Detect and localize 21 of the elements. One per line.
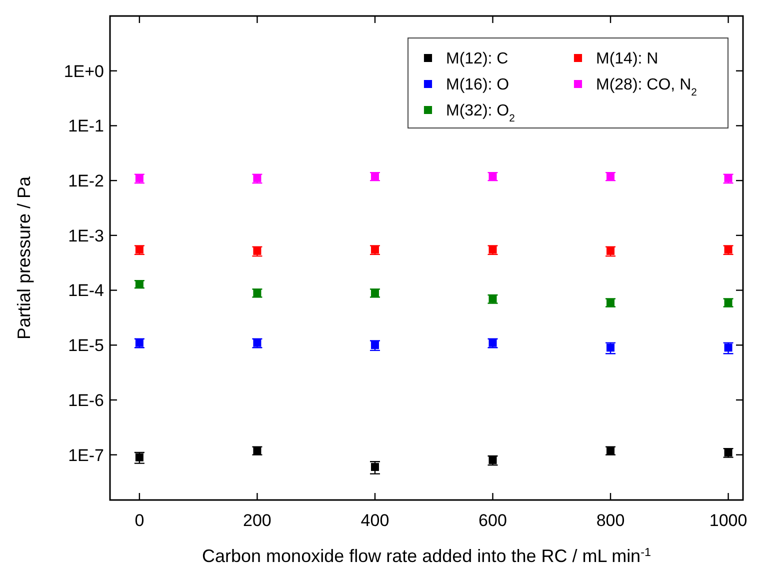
y-tick-label: 1E-7 xyxy=(68,446,104,465)
x-tick-label: 400 xyxy=(360,511,390,530)
legend-label: M(14): N xyxy=(596,50,658,68)
x-tick-label: 800 xyxy=(596,511,625,530)
y-tick-label: 1E-2 xyxy=(68,172,104,191)
y-tick-label: 1E-4 xyxy=(68,281,104,300)
x-tick-label: 0 xyxy=(134,511,144,530)
x-tick-label: 1000 xyxy=(709,511,748,530)
legend-label: M(12): C xyxy=(446,50,508,68)
y-tick-label: 1E-6 xyxy=(68,390,104,410)
x-tick-label: 600 xyxy=(478,511,507,530)
x-axis-title: Carbon monoxide flow rate added into the RC / mL min$^{-1}$ xyxy=(202,546,651,566)
y-tick-label: 1E-3 xyxy=(68,226,104,246)
y-tick-label: 1E-5 xyxy=(68,336,104,356)
y-tick-label: 1E-1 xyxy=(68,116,104,136)
y-axis-title: Partial pressure / Pa xyxy=(14,175,34,340)
y-tick-label: 1E+0 xyxy=(64,62,104,81)
legend-label: M(28): CO, N$_{2}$ xyxy=(596,76,698,98)
legend-label: M(32): O$_{2}$ xyxy=(446,102,516,124)
legend-label: M(16): O xyxy=(446,76,510,94)
x-tick-label: 200 xyxy=(243,511,272,530)
